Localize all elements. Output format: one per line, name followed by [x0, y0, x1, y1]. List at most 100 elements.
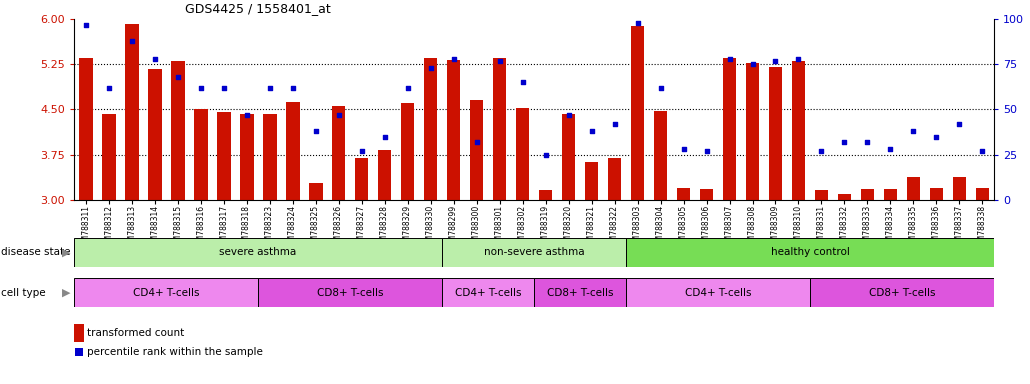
- Point: [193, 85, 209, 91]
- Text: GDS4425 / 1558401_at: GDS4425 / 1558401_at: [184, 2, 331, 15]
- Point: [883, 146, 899, 152]
- Bar: [539, 190, 552, 200]
- Point: [400, 85, 416, 91]
- Point: [629, 20, 646, 26]
- Point: [790, 56, 806, 62]
- Bar: [171, 61, 184, 200]
- Bar: [535, 278, 626, 307]
- Text: ▶: ▶: [62, 288, 70, 298]
- Point: [583, 128, 599, 134]
- Bar: [699, 189, 714, 200]
- Bar: [626, 278, 810, 307]
- Bar: [810, 278, 994, 307]
- Bar: [263, 114, 276, 200]
- Bar: [216, 113, 231, 200]
- Bar: [194, 109, 207, 200]
- Point: [100, 85, 116, 91]
- Bar: [147, 68, 162, 200]
- Text: healthy control: healthy control: [770, 247, 850, 258]
- Point: [859, 139, 876, 145]
- Point: [353, 148, 370, 154]
- Bar: [378, 150, 391, 200]
- Point: [124, 38, 140, 44]
- Point: [376, 134, 392, 140]
- Text: percentile rank within the sample: percentile rank within the sample: [87, 347, 263, 357]
- Point: [745, 61, 761, 68]
- Bar: [354, 157, 369, 200]
- Bar: [240, 114, 253, 200]
- Text: ▶: ▶: [62, 247, 70, 258]
- Bar: [259, 278, 442, 307]
- Point: [652, 85, 668, 91]
- Point: [491, 58, 508, 64]
- Text: cell type: cell type: [1, 288, 45, 298]
- Text: disease state: disease state: [1, 247, 70, 258]
- Text: CD8+ T-cells: CD8+ T-cells: [547, 288, 613, 298]
- Bar: [102, 114, 115, 200]
- Point: [560, 112, 577, 118]
- Bar: [677, 188, 690, 200]
- Text: CD4+ T-cells: CD4+ T-cells: [133, 288, 200, 298]
- Point: [215, 85, 232, 91]
- Bar: [561, 114, 576, 200]
- Text: non-severe asthma: non-severe asthma: [484, 247, 584, 258]
- Point: [284, 85, 301, 91]
- Text: CD4+ T-cells: CD4+ T-cells: [685, 288, 751, 298]
- Point: [905, 128, 922, 134]
- Bar: [309, 183, 322, 200]
- Bar: [447, 60, 460, 200]
- Bar: [332, 106, 345, 200]
- Bar: [953, 177, 966, 200]
- Text: transformed count: transformed count: [87, 328, 183, 338]
- Bar: [585, 162, 598, 200]
- Point: [952, 121, 968, 127]
- Point: [238, 112, 254, 118]
- Text: severe asthma: severe asthma: [219, 247, 297, 258]
- Bar: [470, 101, 483, 200]
- Bar: [442, 278, 535, 307]
- Bar: [975, 188, 990, 200]
- Bar: [861, 189, 874, 200]
- Bar: [401, 103, 414, 200]
- Point: [307, 128, 323, 134]
- Point: [836, 139, 853, 145]
- Point: [169, 74, 185, 80]
- Bar: [906, 177, 921, 200]
- Bar: [723, 58, 736, 200]
- Bar: [746, 63, 759, 200]
- Bar: [608, 157, 621, 200]
- Bar: [654, 111, 667, 200]
- Bar: [929, 188, 943, 200]
- Bar: [442, 238, 626, 267]
- Point: [538, 152, 554, 158]
- Point: [928, 134, 945, 140]
- Point: [814, 148, 830, 154]
- Point: [767, 58, 784, 64]
- Bar: [74, 278, 259, 307]
- Bar: [125, 24, 139, 200]
- Text: CD8+ T-cells: CD8+ T-cells: [868, 288, 935, 298]
- Point: [676, 146, 692, 152]
- Point: [77, 22, 94, 28]
- Bar: [884, 189, 897, 200]
- Bar: [78, 58, 93, 200]
- Text: CD8+ T-cells: CD8+ T-cells: [317, 288, 383, 298]
- Bar: [837, 194, 852, 200]
- Bar: [792, 61, 805, 200]
- Bar: [516, 108, 529, 200]
- Point: [721, 56, 737, 62]
- Bar: [285, 102, 300, 200]
- Bar: [768, 67, 783, 200]
- Bar: [626, 238, 994, 267]
- Text: CD4+ T-cells: CD4+ T-cells: [455, 288, 521, 298]
- Bar: [630, 26, 645, 200]
- Point: [262, 85, 278, 91]
- Point: [445, 56, 461, 62]
- Bar: [492, 58, 507, 200]
- Point: [422, 65, 439, 71]
- Point: [974, 148, 991, 154]
- Point: [514, 79, 530, 86]
- Point: [698, 148, 715, 154]
- Point: [146, 56, 163, 62]
- Bar: [423, 58, 438, 200]
